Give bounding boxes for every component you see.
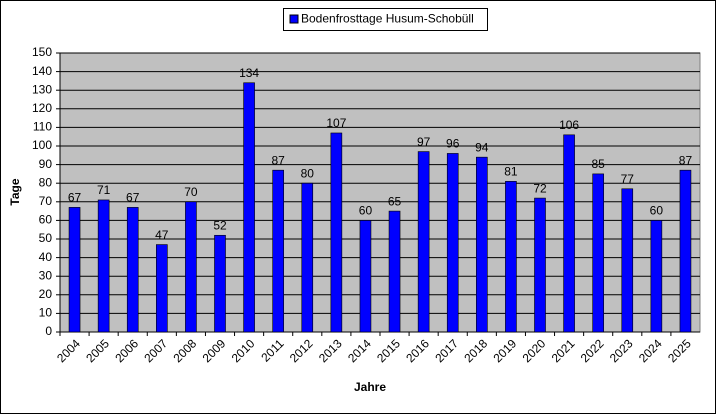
bar	[476, 156, 488, 333]
value-label: 134	[239, 66, 259, 80]
y-tick-label: 140	[32, 64, 52, 78]
y-tick-label: 10	[39, 306, 53, 320]
value-label: 85	[592, 157, 606, 171]
x-axis-label: Jahre	[354, 380, 386, 394]
value-label: 87	[679, 153, 693, 167]
plot-area	[59, 52, 701, 333]
bar	[417, 151, 430, 333]
y-tick-label: 90	[39, 157, 53, 171]
bar	[97, 199, 110, 333]
value-label: 87	[272, 153, 286, 167]
legend-marker	[289, 14, 299, 24]
value-label: 67	[68, 191, 82, 205]
y-tick-label: 100	[32, 138, 52, 152]
y-tick-label: 80	[39, 175, 53, 189]
y-tick-label: 120	[32, 101, 52, 115]
bar	[446, 153, 459, 333]
value-label: 47	[155, 228, 169, 242]
y-tick-label: 110	[33, 120, 52, 134]
bar	[563, 134, 575, 333]
y-tick-label: 70	[39, 194, 53, 208]
y-tick-label: 150	[32, 45, 52, 59]
y-tick-label: 0	[45, 324, 52, 338]
value-label: 81	[504, 165, 518, 179]
value-label: 70	[184, 185, 198, 199]
y-tick-label: 130	[32, 82, 52, 96]
bar	[650, 220, 663, 333]
bar	[388, 210, 401, 333]
value-label: 97	[417, 135, 431, 149]
value-label: 106	[559, 118, 579, 132]
bar	[534, 197, 546, 333]
bar	[243, 82, 255, 333]
bar	[214, 234, 226, 333]
value-label: 67	[126, 191, 140, 205]
y-tick-label: 30	[39, 268, 53, 282]
y-tick-label: 60	[39, 213, 53, 227]
value-label: 77	[621, 172, 635, 186]
value-label: 65	[388, 194, 402, 208]
y-tick-label: 50	[39, 231, 53, 245]
bar	[185, 201, 197, 333]
bar	[505, 181, 517, 333]
value-label: 94	[475, 140, 489, 154]
bar	[301, 182, 314, 333]
y-axis-label: Tage	[8, 178, 22, 205]
legend-label: Bodenfrosttage Husum-Schobüll	[301, 12, 474, 26]
value-label: 96	[446, 137, 460, 151]
value-label: 60	[650, 204, 664, 218]
bar	[126, 207, 139, 333]
bar	[359, 220, 372, 333]
bar	[68, 207, 81, 333]
bar	[156, 244, 168, 333]
bar	[679, 169, 692, 333]
y-tick-label: 40	[39, 250, 53, 264]
value-label: 80	[301, 166, 315, 180]
legend-box	[283, 8, 488, 31]
y-tick-label: 20	[39, 287, 53, 301]
value-label: 52	[213, 218, 227, 232]
bar	[621, 188, 634, 333]
value-label: 72	[533, 181, 547, 195]
value-label: 107	[326, 116, 346, 130]
value-label: 60	[359, 204, 373, 218]
bar	[330, 132, 343, 333]
bar	[272, 169, 284, 333]
value-label: 71	[97, 183, 111, 197]
bar	[592, 173, 604, 333]
